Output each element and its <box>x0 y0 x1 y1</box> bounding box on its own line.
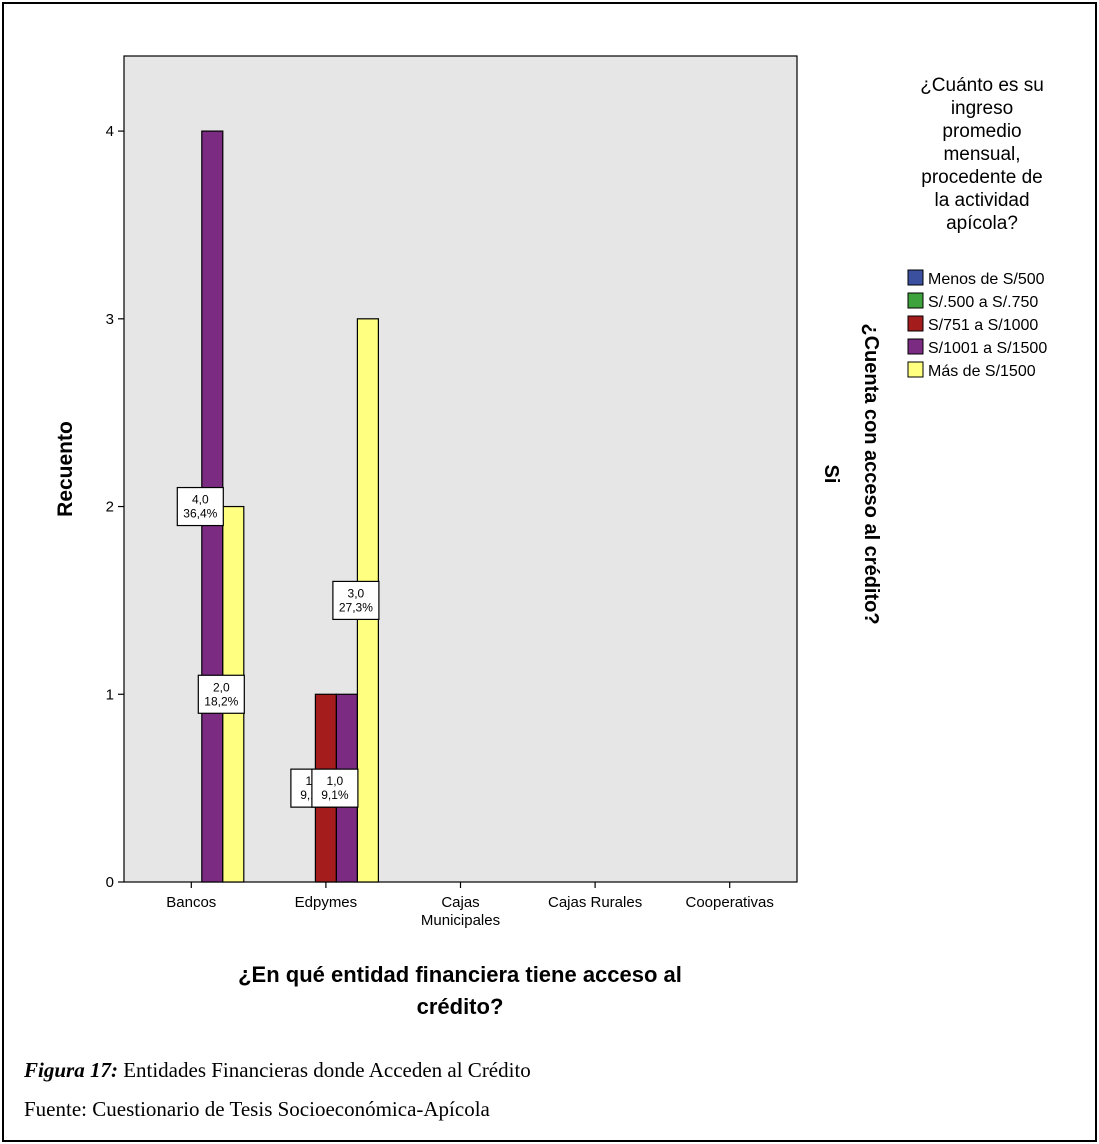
legend-label: Más de S/1500 <box>928 363 1036 380</box>
legend-swatch <box>907 292 924 309</box>
x-tick-label: Municipales <box>421 912 500 929</box>
legend-swatch <box>907 361 924 378</box>
data-label-box <box>311 768 359 808</box>
data-label-box <box>332 580 380 621</box>
x-tick-label: Cajas <box>441 894 479 911</box>
figure-number: Figura 17: <box>24 1058 118 1082</box>
legend-label: S/751 a S/1000 <box>928 317 1038 334</box>
figure-caption: Figura 17: Entidades Financieras donde A… <box>24 1058 531 1083</box>
y-tick-label: 4 <box>106 123 114 140</box>
legend-title: ¿Cuánto es su <box>920 75 1044 96</box>
y-tick-label: 0 <box>106 874 114 891</box>
x-axis-title: ¿En qué entidad financiera tiene acceso … <box>238 962 682 987</box>
x-axis-title: crédito? <box>417 994 504 1019</box>
legend-title: la actividad <box>934 190 1029 211</box>
data-label: 18,2% <box>204 694 238 708</box>
legend-label: Menos de S/500 <box>928 271 1045 288</box>
legend-swatch <box>907 338 924 355</box>
legend-title: mensual, <box>943 144 1020 165</box>
panel-label: Si <box>820 465 842 484</box>
data-label: 3,0 <box>348 586 365 600</box>
x-tick-label: Edpymes <box>295 894 358 911</box>
legend-label: S/1001 a S/1500 <box>928 340 1047 357</box>
data-label: 9,1% <box>321 788 349 802</box>
y-tick-label: 2 <box>106 499 114 516</box>
y-tick-label: 1 <box>106 686 114 703</box>
y-axis-title: Recuento <box>54 421 77 517</box>
data-label: 27,3% <box>339 600 373 614</box>
source-caption: Fuente: Cuestionario de Tesis Socioeconó… <box>24 1097 490 1121</box>
legend-swatch <box>907 269 924 286</box>
data-label: 1,0 <box>327 774 344 788</box>
panel-title: ¿Cuenta con acceso al crédito? <box>860 323 882 624</box>
data-label: 4,0 <box>192 493 209 507</box>
legend-title: ingreso <box>951 98 1013 119</box>
legend-title: promedio <box>942 121 1021 142</box>
legend-title: apícola? <box>946 213 1018 234</box>
y-tick-label: 3 <box>106 311 114 328</box>
data-label: 2,0 <box>213 680 230 694</box>
legend-title: procedente de <box>921 167 1043 188</box>
legend-label: S/.500 a S/.750 <box>928 294 1038 311</box>
x-tick-label: Cajas Rurales <box>548 894 642 911</box>
data-label: 36,4% <box>183 507 217 521</box>
data-label-box <box>197 674 245 714</box>
legend-swatch <box>907 315 924 332</box>
x-tick-label: Cooperativas <box>686 894 774 911</box>
figure-title: Entidades Financieras donde Acceden al C… <box>117 1058 531 1082</box>
data-label-box <box>176 486 224 527</box>
x-tick-label: Bancos <box>166 894 216 911</box>
